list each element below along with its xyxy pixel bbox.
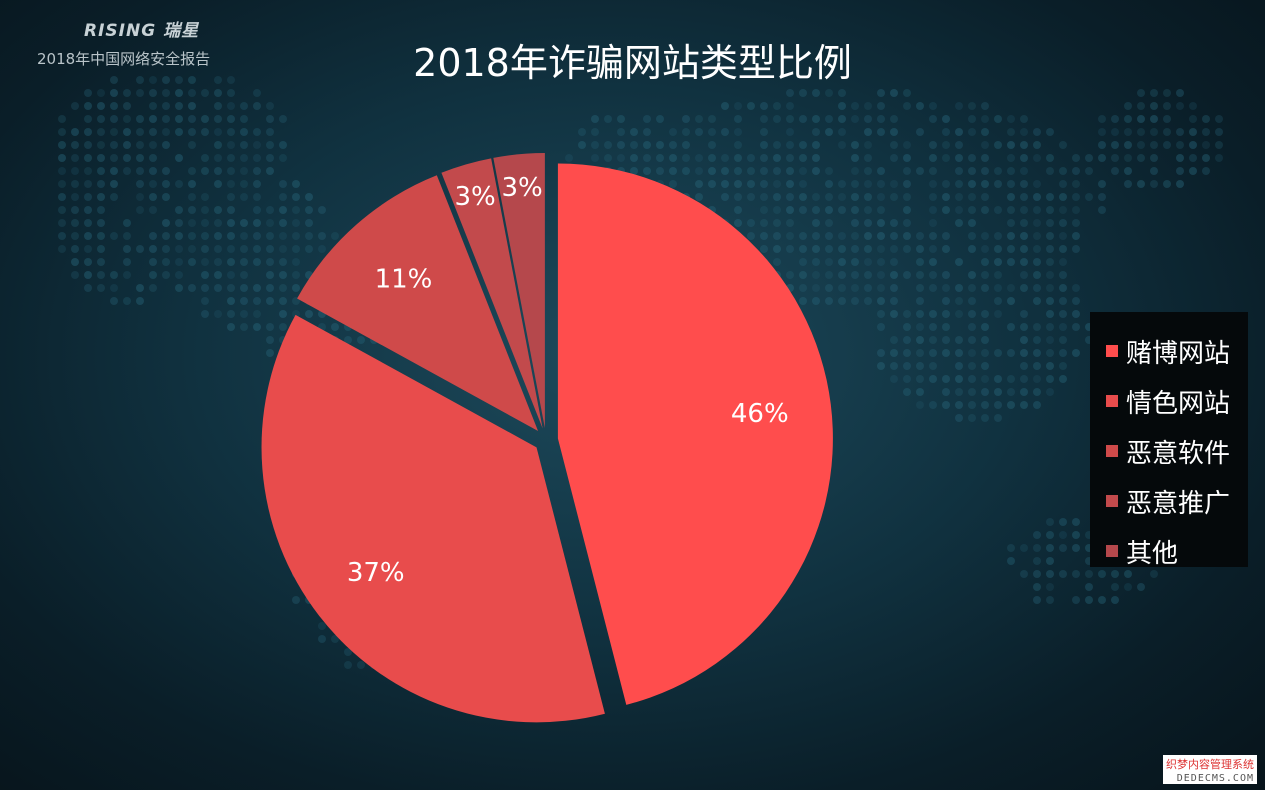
chart-legend: 赌博网站情色网站恶意软件恶意推广其他 (1090, 312, 1248, 569)
legend-item-1: 赌博网站 (1106, 326, 1248, 376)
pie-slice-5 (493, 153, 545, 429)
legend-label: 恶意推广 (1126, 488, 1231, 519)
watermark: 织梦内容管理系统 DEDECMS.COM (1163, 755, 1257, 784)
pie-label-2: 37% (347, 558, 405, 588)
legend-swatch (1106, 445, 1118, 457)
pie-slice-4 (441, 158, 543, 429)
brand-logo: RISING 瑞星 (84, 21, 200, 41)
legend-label: 情色网站 (1126, 388, 1231, 419)
pie-label-4: 3% (455, 182, 496, 212)
pie-label-3: 11% (375, 264, 433, 294)
legend-swatch (1106, 545, 1118, 557)
legend-item-4: 恶意推广 (1106, 476, 1248, 526)
legend-item-3: 恶意软件 (1106, 426, 1248, 476)
pie-label-1: 46% (731, 399, 789, 429)
legend-swatch (1106, 495, 1118, 507)
legend-swatch (1106, 395, 1118, 407)
legend-label: 恶意软件 (1126, 438, 1231, 469)
report-subtitle: 2018年中国网络安全报告 (37, 50, 211, 68)
chart-title-text: 2018年诈骗网站类型比例 (413, 41, 852, 85)
legend-label: 赌博网站 (1126, 338, 1231, 369)
legend-swatch (1106, 345, 1118, 357)
legend-label: 其他 (1126, 538, 1179, 569)
pie-slice-2 (261, 314, 605, 723)
pie-slice-3 (297, 175, 539, 431)
watermark-line1: 织梦内容管理系统 (1163, 755, 1257, 773)
pie-label-5: 3% (501, 173, 542, 203)
pie-slice-1 (557, 163, 833, 705)
chart-title: 2018年诈骗网站类型比例 (0, 32, 1265, 87)
legend-item-5: 其他 (1106, 526, 1248, 576)
legend-item-2: 情色网站 (1106, 376, 1248, 426)
watermark-line2: DEDECMS.COM (1163, 773, 1257, 784)
